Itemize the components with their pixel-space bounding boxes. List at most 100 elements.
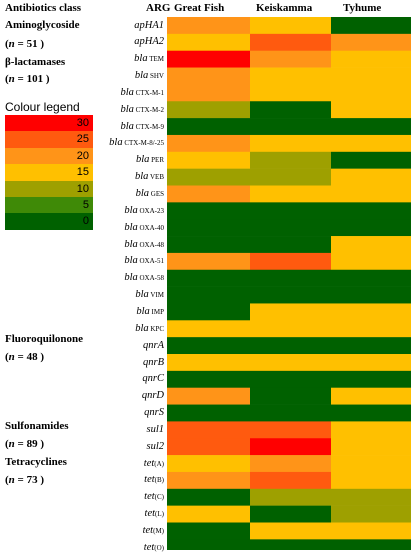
heatmap-cell [167, 134, 250, 153]
heatmap-cell [250, 337, 331, 355]
gene-label: tet(L) [144, 508, 164, 520]
heatmap-cell [167, 354, 250, 372]
gene-label: bla CTX-M-8/-25 [109, 137, 164, 149]
heatmap-cell [250, 471, 331, 490]
gene-label: tet(O) [143, 541, 164, 553]
heatmap-cell [331, 50, 411, 68]
heatmap-cell [250, 101, 331, 119]
class-count-sulfonamides: (n = 89 ) [5, 438, 44, 450]
heatmap-cell [250, 151, 331, 169]
heatmap-cell [331, 438, 411, 456]
heatmap-cell [250, 134, 331, 153]
heatmap-cell [331, 202, 411, 220]
heatmap-cell [331, 17, 411, 35]
heatmap-cell [331, 303, 411, 321]
gene-label: bla GES [135, 188, 164, 199]
heatmap-cell [250, 33, 331, 51]
heatmap-cell [250, 202, 331, 220]
gene-label: bla CTX-M-2 [120, 103, 164, 115]
heatmap-cell [167, 168, 250, 186]
heatmap-cell [250, 185, 331, 203]
gene-label: bla VIM [135, 289, 164, 301]
heatmap-cell [167, 522, 250, 540]
heatmap-cell [331, 286, 411, 304]
heatmap-cell [250, 455, 331, 473]
heatmap-cell [250, 320, 331, 338]
heatmap-cell [167, 387, 250, 405]
legend-label: 5 [82, 199, 89, 211]
heatmap-cell [331, 252, 411, 271]
heatmap-cell [250, 269, 331, 287]
heatmap-cell [167, 505, 250, 523]
class-name-tetracyclines: Tetracyclines [5, 456, 67, 468]
legend-label: 10 [76, 182, 89, 195]
heatmap-cell [167, 33, 250, 51]
gene-label: bla OXA-48 [124, 238, 164, 250]
heatmap-cell [167, 488, 250, 506]
heatmap-cell [250, 354, 331, 372]
heatmap-cell [167, 219, 250, 237]
heatmap-cell [331, 134, 411, 153]
heatmap-cell [331, 455, 411, 473]
legend-swatch: 10 [5, 180, 93, 197]
heatmap-cell [331, 488, 411, 506]
gene-label: sul2 [146, 440, 164, 452]
heatmap-cell [250, 488, 331, 506]
heatmap-cell [331, 387, 411, 405]
heatmap-cell [167, 404, 250, 422]
heatmap-cell [167, 151, 250, 169]
heatmap-cell [250, 252, 331, 271]
heatmap-cell [250, 505, 331, 523]
gene-label: qnrC [142, 373, 164, 385]
heatmap-cell [331, 505, 411, 523]
heatmap-cell [167, 303, 250, 321]
heatmap-cell [167, 67, 250, 85]
column-header-keiskamma: Keiskamma [256, 2, 313, 14]
heatmap-cell [250, 219, 331, 237]
heatmap-cell [331, 67, 411, 85]
legend-swatch: 0 [5, 213, 93, 230]
heatmap-cell [167, 84, 250, 102]
gene-label: qnrS [144, 407, 164, 419]
heatmap-cell [167, 337, 250, 355]
heatmap-cell [331, 370, 411, 388]
gene-label: bla PER [135, 154, 164, 166]
antibiotics-class-header: Antibiotics class [5, 2, 82, 14]
legend-swatch: 20 [5, 147, 93, 165]
gene-label: tet(M) [142, 525, 164, 536]
gene-label: bla CTX-M-1 [120, 86, 164, 98]
class-name-sulfonamides: Sulfonamides [5, 420, 69, 432]
heatmap-cell [167, 370, 250, 388]
heatmap-cell [250, 404, 331, 422]
heatmap-cell [331, 151, 411, 169]
heatmap-cell [250, 17, 331, 35]
heatmap-cell [331, 421, 411, 439]
heatmap-cell [250, 67, 331, 85]
gene-label: bla IMP [136, 305, 164, 317]
column-header-tyhume: Tyhume [343, 2, 382, 14]
gene-label: apHA2 [134, 36, 164, 48]
heatmap-cell [331, 337, 411, 355]
heatmap-cell [167, 50, 250, 68]
gene-label: qnrD [141, 390, 164, 402]
gene-label: bla VEB [134, 171, 164, 183]
heatmap-cell [331, 269, 411, 287]
heatmap-cell [250, 303, 331, 321]
gene-label: tet(A) [143, 457, 164, 469]
heatmap-cell [250, 236, 331, 254]
heatmap-cell [167, 118, 250, 136]
gene-label: bla OXA-23 [124, 204, 164, 216]
heatmap-cell [250, 50, 331, 68]
class-count-aminoglycoside: (n = 51 ) [5, 38, 44, 50]
gene-label: qnrA [143, 339, 164, 351]
gene-label: apHA1 [134, 19, 164, 31]
legend-swatch: 25 [5, 131, 93, 148]
legend-label: 25 [76, 133, 89, 146]
legend-label: 20 [76, 149, 89, 162]
gene-label: qnrB [143, 356, 164, 368]
heatmap-cell [331, 539, 411, 550]
heatmap-cell [250, 118, 331, 136]
gene-label: sul1 [146, 423, 164, 435]
gene-label: tet(B) [144, 474, 164, 486]
